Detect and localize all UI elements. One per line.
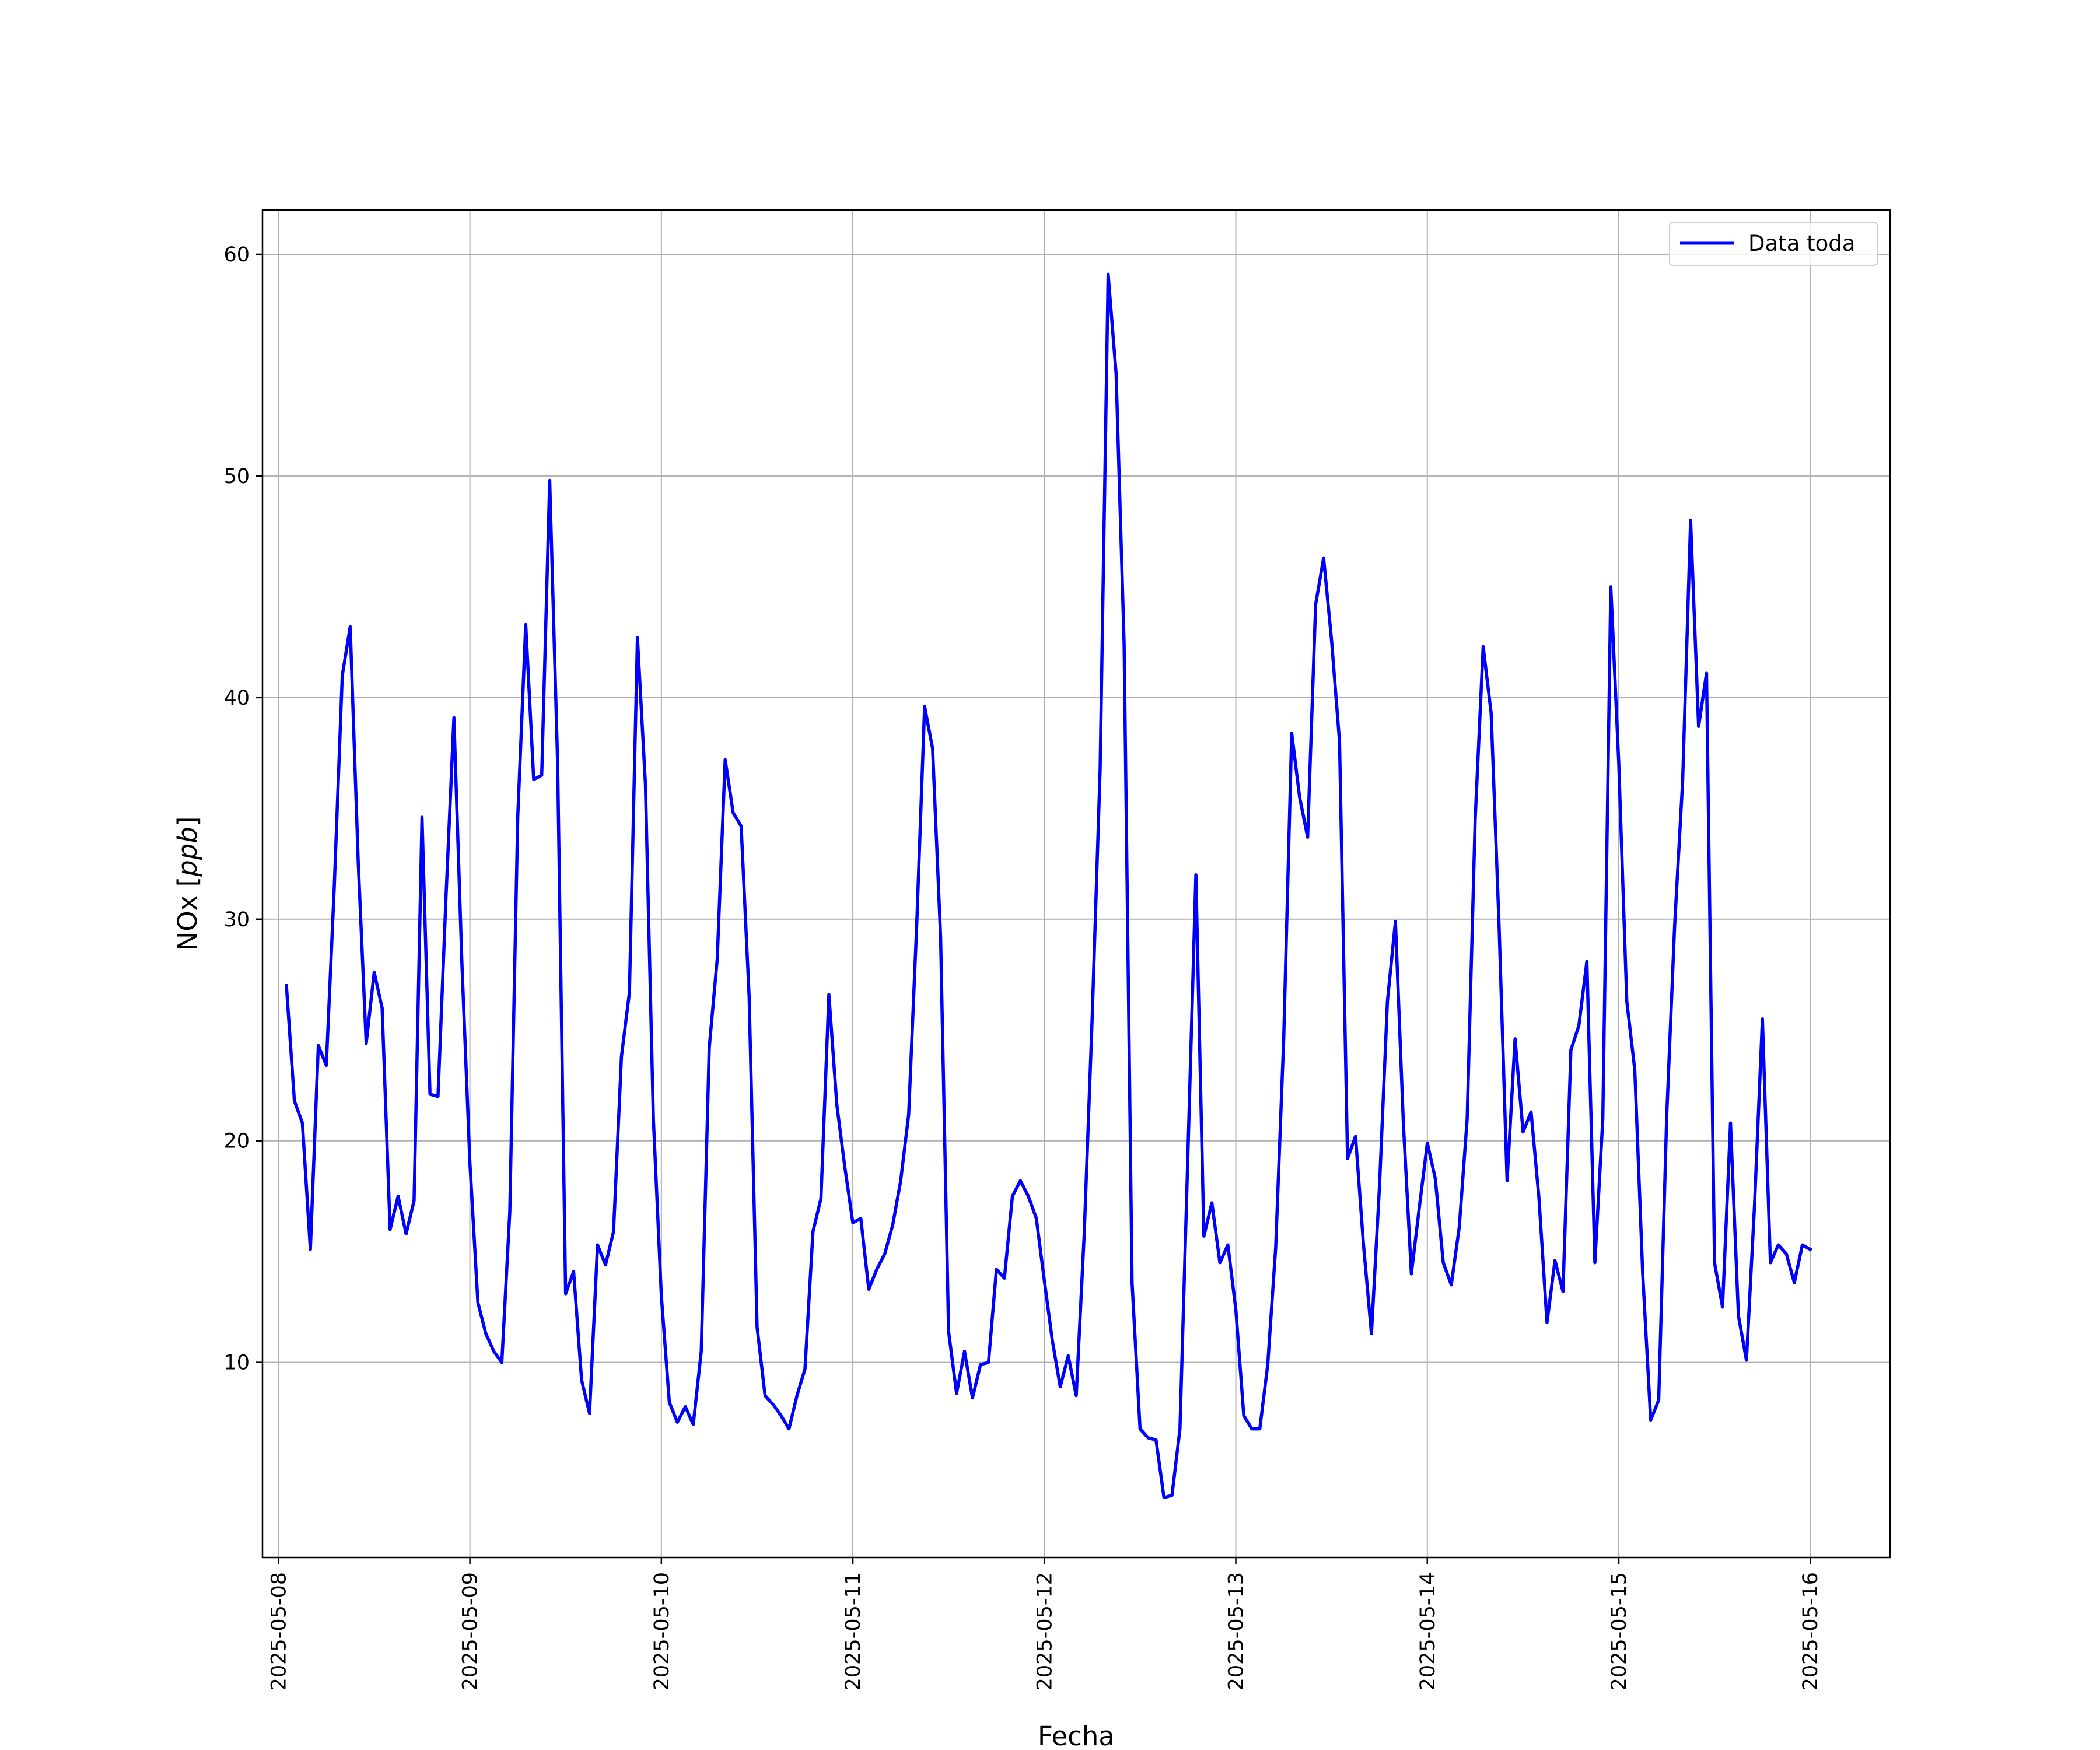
- y-tick-label: 10: [223, 1352, 250, 1375]
- y-axis-ticks: 10 20 30 40 50 60: [223, 243, 262, 1375]
- x-tick-label: 2025-05-16: [1799, 1572, 1822, 1690]
- x-tick-label: 2025-05-12: [1033, 1572, 1056, 1690]
- series-line-data-toda: [285, 272, 1812, 1500]
- x-tick-label: 2025-05-14: [1416, 1572, 1440, 1690]
- legend-box: [1669, 222, 1878, 266]
- x-tick-label: 2025-05-11: [842, 1572, 865, 1690]
- y-tick-label: 20: [223, 1130, 250, 1153]
- series-layer: [285, 272, 1812, 1500]
- y-tick-label: 30: [223, 908, 250, 932]
- x-axis-ticks: 2025-05-08 2025-05-09 2025-05-10 2025-05-11…: [267, 1558, 1822, 1690]
- x-axis-title: Fecha: [1038, 1721, 1115, 1750]
- y-tick-label: 40: [223, 687, 250, 710]
- plot-frame: [261, 209, 1891, 1559]
- x-tick-label: 2025-05-08: [267, 1572, 290, 1690]
- legend: Data toda: [1669, 222, 1878, 266]
- y-tick-label: 50: [223, 465, 250, 488]
- x-tick-label: 2025-05-09: [459, 1572, 482, 1690]
- x-tick-label: 2025-05-13: [1225, 1572, 1248, 1690]
- x-tick-label: 2025-05-15: [1608, 1572, 1631, 1690]
- x-tick-label: 2025-05-10: [650, 1572, 674, 1690]
- legend-label-data-toda: Data toda: [1748, 231, 1855, 256]
- y-tick-label: 60: [223, 243, 250, 267]
- y-axis-title: NOx [ppb]: [172, 817, 203, 951]
- grid-lines: [262, 210, 1890, 1558]
